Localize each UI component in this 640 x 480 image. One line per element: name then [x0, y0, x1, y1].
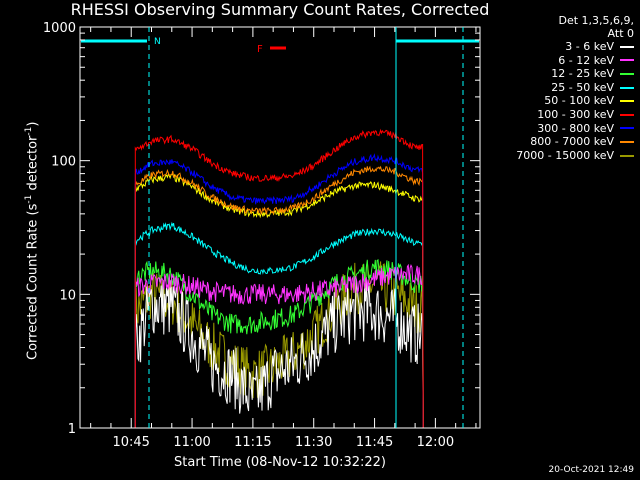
plot-frame [79, 26, 481, 429]
series-line-7000to15000keV [134, 261, 424, 429]
legend-label: 6 - 12 keV [558, 53, 614, 67]
legend-label: 100 - 300 keV [537, 107, 614, 121]
x-tick-label: 10:45 [112, 435, 149, 450]
series-line-3to6keV [134, 279, 424, 429]
x-tick-label: 11:15 [234, 435, 271, 450]
legend-label: 800 - 7000 keV [530, 135, 614, 149]
legend-swatch [620, 86, 634, 89]
y-tick-label: 1 [68, 422, 76, 437]
legend-entry: 100 - 300 keV [516, 108, 634, 122]
legend-swatch [620, 140, 634, 143]
legend-swatch [620, 72, 634, 75]
legend-label: 3 - 6 keV [565, 40, 614, 53]
legend-label: 300 - 800 keV [537, 121, 614, 135]
legend-entry: 300 - 800 keV [516, 122, 634, 136]
series-line-300to800keV [134, 153, 424, 429]
series-line-12to25keV [134, 259, 424, 429]
legend-label: 25 - 50 keV [551, 80, 614, 94]
legend-entry: 800 - 7000 keV [516, 135, 634, 149]
y-tick-label: 1000 [43, 21, 76, 36]
x-tick-label: 11:00 [173, 435, 210, 450]
x-tick-label: 11:45 [356, 435, 393, 450]
legend-header-1: Det 1,3,5,6,9, [558, 14, 634, 27]
legend-label: 50 - 100 keV [544, 94, 614, 108]
legend-label: 12 - 25 keV [551, 67, 614, 81]
legend: Det 1,3,5,6,9, Att 0 3 - 6 keV 6 - 12 keV… [516, 14, 634, 162]
legend-entry: 12 - 25 keV [516, 67, 634, 81]
legend-entry: 25 - 50 keV [516, 81, 634, 95]
legend-label: 7000 - 15000 keV [516, 148, 614, 162]
legend-swatch [620, 59, 634, 62]
series-line-25to50keV [134, 221, 424, 429]
series-line-100to300keV [134, 128, 424, 429]
legend-entry: 6 - 12 keV [516, 54, 634, 68]
legend-entry: 7000 - 15000 keV [516, 149, 634, 163]
flare-flag-label: F [257, 44, 263, 55]
series-line-6to12keV [134, 263, 424, 429]
legend-swatch [620, 127, 634, 130]
x-tick-label: 11:30 [295, 435, 332, 450]
legend-swatch [620, 113, 634, 116]
legend-entry: 50 - 100 keV [516, 94, 634, 108]
night-flag-label: N [154, 37, 161, 47]
y-axis-label: Corrected Count Rate (s-1 detector-1) [24, 121, 41, 360]
y-tick-label: 10 [59, 288, 76, 303]
legend-swatch [620, 100, 634, 103]
legend-entry: 3 - 6 keV [516, 40, 634, 54]
y-tick-label: 100 [51, 155, 76, 170]
chart-title: RHESSI Observing Summary Count Rates, Co… [70, 0, 490, 19]
timestamp: 20-Oct-2021 12:49 [548, 465, 634, 475]
x-tick-label: 12:00 [417, 435, 454, 450]
series-line-800to7000keV [134, 165, 424, 429]
legend-swatch [620, 45, 634, 48]
x-axis-label: Start Time (08-Nov-12 10:32:22) [174, 455, 386, 470]
legend-header-2: Att 0 [607, 27, 634, 40]
legend-swatch [620, 154, 634, 157]
